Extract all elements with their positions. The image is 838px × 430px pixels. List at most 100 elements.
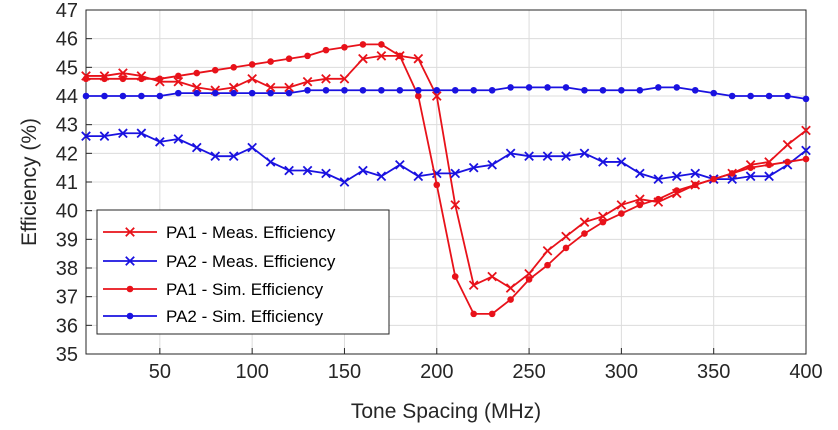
data-point bbox=[488, 86, 496, 94]
legend-item: PA2 - Meas. Efficiency bbox=[103, 252, 336, 271]
data-point bbox=[653, 174, 664, 184]
data-point bbox=[598, 157, 608, 167]
data-point bbox=[562, 244, 570, 252]
legend-label: PA2 - Meas. Efficiency bbox=[166, 252, 336, 271]
data-point bbox=[765, 161, 773, 169]
data-point bbox=[542, 245, 553, 256]
data-point bbox=[671, 171, 682, 182]
legend-box bbox=[96, 209, 390, 335]
data-point bbox=[359, 86, 367, 94]
data-point bbox=[248, 61, 256, 68]
data-point bbox=[191, 82, 202, 93]
data-point bbox=[488, 310, 496, 318]
series-line bbox=[86, 43, 807, 315]
data-point bbox=[359, 41, 367, 48]
data-point bbox=[765, 92, 773, 100]
data-point bbox=[635, 194, 645, 205]
data-point bbox=[433, 86, 441, 94]
data-point bbox=[156, 92, 164, 100]
data-point bbox=[119, 75, 127, 83]
data-point bbox=[673, 187, 681, 194]
data-point bbox=[413, 171, 424, 182]
y-tick-label: 42 bbox=[56, 143, 78, 165]
data-point bbox=[710, 89, 717, 97]
data-point bbox=[450, 168, 461, 179]
y-tick-label: 44 bbox=[56, 86, 78, 108]
data-point bbox=[175, 89, 182, 97]
data-point bbox=[470, 310, 477, 318]
data-point bbox=[155, 137, 165, 147]
series-pa1-sim-efficiency bbox=[82, 41, 810, 318]
data-point bbox=[376, 171, 387, 182]
data-point bbox=[210, 151, 221, 162]
data-point bbox=[304, 52, 311, 60]
series-line bbox=[86, 54, 807, 289]
data-point bbox=[487, 271, 497, 282]
data-point bbox=[747, 92, 754, 100]
y-tick-label: 43 bbox=[56, 115, 78, 137]
data-point bbox=[339, 177, 350, 187]
x-axis-title: Tone Spacing (MHz) bbox=[351, 400, 541, 423]
data-point bbox=[358, 53, 368, 64]
y-tick-label: 46 bbox=[56, 29, 78, 51]
data-point bbox=[119, 92, 127, 100]
legend-label: PA2 - Sim. Efficiency bbox=[166, 307, 324, 326]
data-point bbox=[191, 142, 202, 153]
data-point bbox=[322, 46, 330, 54]
x-tick-label: 350 bbox=[697, 361, 730, 383]
data-point bbox=[655, 84, 662, 91]
data-point bbox=[228, 151, 239, 162]
legend-swatch-marker bbox=[125, 256, 135, 266]
legend-label: PA1 - Meas. Efficiency bbox=[166, 223, 336, 242]
data-point bbox=[561, 151, 571, 162]
data-point bbox=[341, 86, 348, 94]
data-point bbox=[413, 53, 424, 64]
data-point bbox=[470, 86, 477, 94]
y-tick-label: 35 bbox=[56, 344, 78, 366]
data-point bbox=[727, 174, 737, 184]
data-point bbox=[101, 75, 108, 83]
x-tick-label: 400 bbox=[789, 361, 822, 383]
data-point bbox=[284, 165, 294, 176]
data-point bbox=[505, 148, 516, 159]
data-point bbox=[285, 55, 293, 63]
legend-label: PA1 - Sim. Efficiency bbox=[166, 280, 324, 299]
data-point bbox=[544, 261, 551, 269]
legend-swatch-marker bbox=[125, 227, 135, 237]
y-tick-label: 39 bbox=[56, 229, 78, 251]
data-point bbox=[81, 131, 91, 141]
data-point bbox=[691, 181, 699, 189]
data-point bbox=[542, 151, 553, 162]
series-layer bbox=[81, 41, 811, 318]
series-pa2-sim-efficiency bbox=[82, 84, 810, 103]
data-point bbox=[175, 72, 182, 80]
data-point bbox=[378, 86, 385, 94]
y-tick-label: 37 bbox=[56, 287, 78, 309]
data-point bbox=[431, 91, 442, 101]
y-tick-label: 45 bbox=[56, 57, 78, 79]
legend-item: PA1 - Sim. Efficiency bbox=[103, 280, 324, 299]
y-tick-label: 38 bbox=[56, 258, 78, 280]
x-tick-label: 250 bbox=[512, 361, 545, 383]
data-point bbox=[193, 69, 201, 77]
data-point bbox=[322, 86, 330, 94]
data-point bbox=[618, 210, 625, 217]
data-point bbox=[507, 296, 514, 303]
data-point bbox=[451, 273, 459, 280]
data-point bbox=[451, 86, 459, 94]
data-point bbox=[562, 84, 570, 91]
data-point bbox=[581, 86, 588, 94]
y-tick-label: 40 bbox=[56, 201, 78, 223]
data-point bbox=[618, 86, 625, 94]
data-point bbox=[395, 159, 405, 170]
data-point bbox=[138, 75, 145, 83]
data-point bbox=[339, 73, 350, 84]
x-tick-label: 300 bbox=[605, 361, 638, 383]
y-tick-label: 36 bbox=[56, 315, 78, 337]
data-point bbox=[505, 283, 516, 293]
data-point bbox=[304, 86, 311, 94]
data-point bbox=[321, 168, 331, 179]
data-point bbox=[525, 276, 533, 283]
data-point bbox=[396, 52, 404, 60]
data-point bbox=[230, 64, 237, 71]
